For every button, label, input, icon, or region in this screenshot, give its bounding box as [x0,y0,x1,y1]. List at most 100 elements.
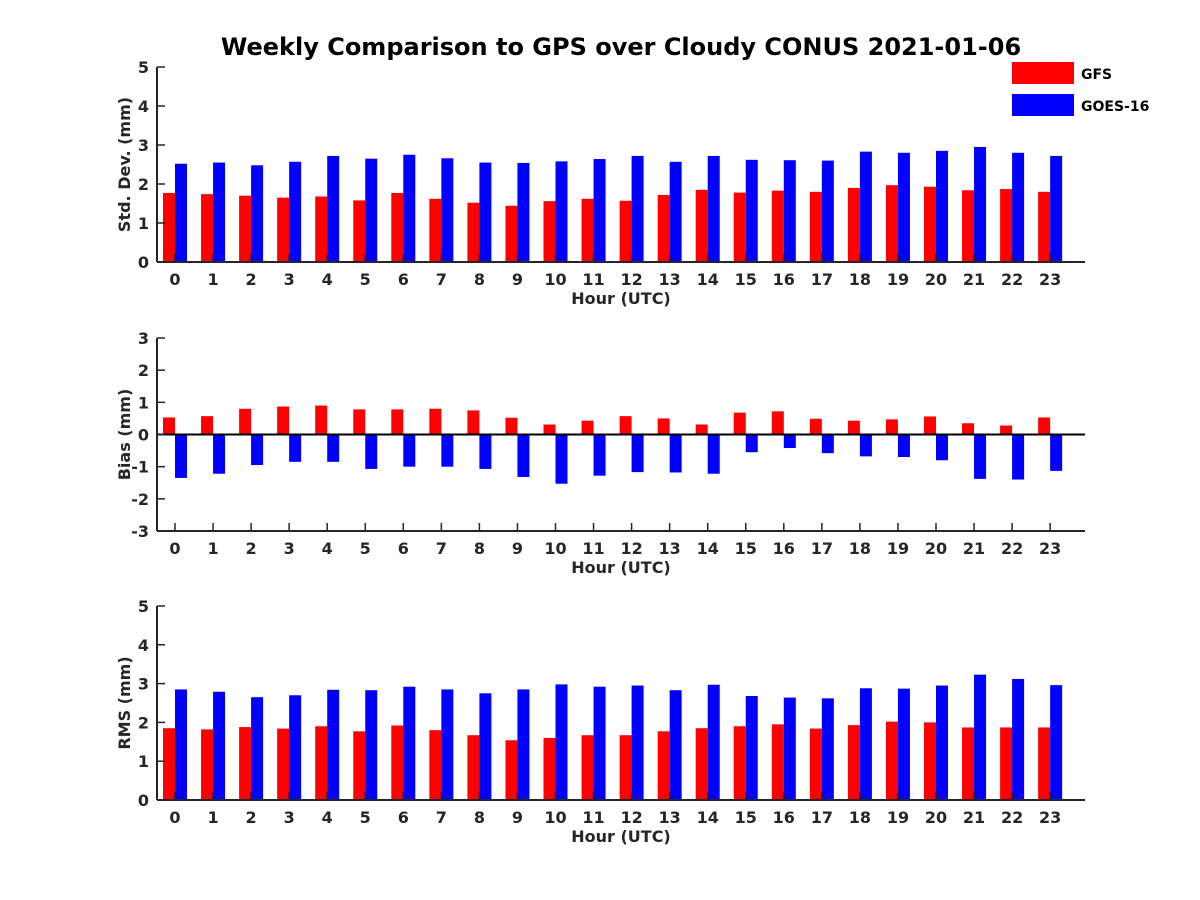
rms-bar-gfs-6 [391,725,404,800]
rms-bar-gfs-9 [505,740,518,800]
bias-bar-gfs-3 [277,406,290,435]
std-dev-bar-gfs-14 [695,189,708,262]
rms-bar-gfs-7 [429,730,442,800]
rms-x-axis-label: Hour (UTC) [571,827,671,846]
bias-bar-gfs-20 [924,416,936,435]
rms-x-tick-label: 4 [322,808,333,827]
bias-bar-gfs-13 [657,418,670,435]
rms-bar-gfs-10 [543,737,556,800]
rms-bar-gfs-19 [885,721,898,800]
std-dev-bar-goes16-13 [669,161,682,262]
bias-bar-gfs-2 [239,408,252,435]
bias-bar-gfs-23 [1038,417,1051,435]
bias-bar-goes16-21 [974,434,987,479]
std-dev-bar-goes16-15 [745,159,758,262]
std-dev-bar-gfs-13 [657,194,670,262]
bias-bar-goes16-11 [593,434,606,476]
rms-y-tick-label: 4 [138,636,149,655]
std-dev-bar-gfs-0 [163,192,175,262]
bias-bar-gfs-10 [543,424,556,435]
bias-bar-goes16-22 [1012,434,1025,480]
rms-x-tick-label: 23 [1039,808,1061,827]
rms-bar-gfs-17 [809,728,822,800]
rms-x-tick-label: 13 [659,808,681,827]
rms-x-tick-label: 15 [735,808,757,827]
rms-x-tick-label: 19 [887,808,909,827]
bias-x-tick-label: 5 [360,539,371,558]
bias-x-tick-label: 9 [512,539,523,558]
rms-bar-gfs-13 [657,731,670,800]
bias-x-tick-label: 7 [436,539,447,558]
bias-x-tick-label: 21 [963,539,985,558]
std-dev-bar-gfs-9 [505,205,518,262]
bias-x-tick-label: 3 [284,539,295,558]
bias-bar-goes16-6 [403,434,416,467]
std-dev-bar-gfs-10 [543,201,556,262]
std-dev-bar-gfs-22 [1000,189,1013,262]
bias-y-tick-label: 2 [138,361,149,380]
std-dev-bar-gfs-2 [239,195,252,262]
std-dev-bar-goes16-23 [1050,155,1063,262]
bias-bar-gfs-16 [771,411,784,435]
std-dev-y-tick-label: 5 [138,58,149,77]
rms-bar-goes16-7 [441,689,454,800]
std-dev-bar-gfs-7 [429,198,442,262]
bias-bar-goes16-9 [517,434,530,477]
std-dev-bar-goes16-12 [631,155,644,262]
std-dev-bar-gfs-4 [315,196,328,262]
std-dev-bar-gfs-15 [733,192,746,262]
std-dev-x-tick-label: 20 [925,270,947,289]
bias-bar-goes16-23 [1050,434,1063,471]
rms-bar-goes16-22 [1012,678,1025,800]
rms-x-tick-label: 12 [620,808,642,827]
std-dev-y-tick-label: 3 [138,136,149,155]
std-dev-bar-goes16-5 [365,158,378,262]
std-dev-x-tick-label: 14 [697,270,719,289]
std-dev-bar-goes16-16 [783,160,796,262]
std-dev-x-axis-label: Hour (UTC) [571,289,671,308]
std-dev-bar-gfs-3 [277,197,290,262]
rms-bar-goes16-12 [631,685,644,800]
std-dev-x-tick-label: 23 [1039,270,1061,289]
rms-x-tick-label: 6 [398,808,409,827]
rms-bar-goes16-17 [821,698,834,800]
std-dev-bar-gfs-18 [847,187,860,262]
rms-x-tick-label: 0 [169,808,180,827]
rms-bar-goes16-18 [859,688,872,800]
std-dev-bar-goes16-11 [593,159,606,262]
rms-x-tick-label: 20 [925,808,947,827]
rms-bar-goes16-19 [897,688,910,800]
std-dev-bar-goes16-19 [897,152,910,262]
bias-bar-goes16-14 [707,434,720,474]
bias-bar-gfs-15 [733,412,746,435]
rms-bar-gfs-8 [467,735,480,800]
rms-bar-goes16-15 [745,696,758,800]
std-dev-bar-goes16-7 [441,158,454,262]
std-dev-y-tick-label: 4 [138,97,149,116]
std-dev-x-tick-label: 3 [284,270,295,289]
rms-x-tick-label: 7 [436,808,447,827]
rms-bar-goes16-3 [289,695,302,800]
bias-x-axis-label: Hour (UTC) [571,558,671,577]
bias-bar-goes16-3 [289,434,302,462]
rms-y-tick-label: 0 [138,791,149,810]
std-dev-bar-gfs-11 [581,198,594,262]
std-dev-bar-goes16-4 [327,155,340,262]
rms-bar-goes16-0 [175,689,187,800]
bias-bar-goes16-20 [936,434,948,461]
bias-bar-goes16-0 [175,434,187,478]
rms-x-tick-label: 8 [474,808,485,827]
bias-bar-gfs-17 [809,418,822,435]
std-dev-bar-goes16-14 [707,155,720,262]
std-dev-x-tick-label: 22 [1001,270,1023,289]
rms-bar-goes16-14 [707,684,720,800]
bias-bar-gfs-4 [315,405,328,435]
rms-bar-goes16-2 [251,697,264,800]
std-dev-bar-goes16-0 [175,163,187,262]
std-dev-x-tick-label: 19 [887,270,909,289]
rms-bar-goes16-10 [555,684,568,800]
rms-bar-goes16-8 [479,693,492,800]
rms-bar-gfs-11 [581,735,594,800]
